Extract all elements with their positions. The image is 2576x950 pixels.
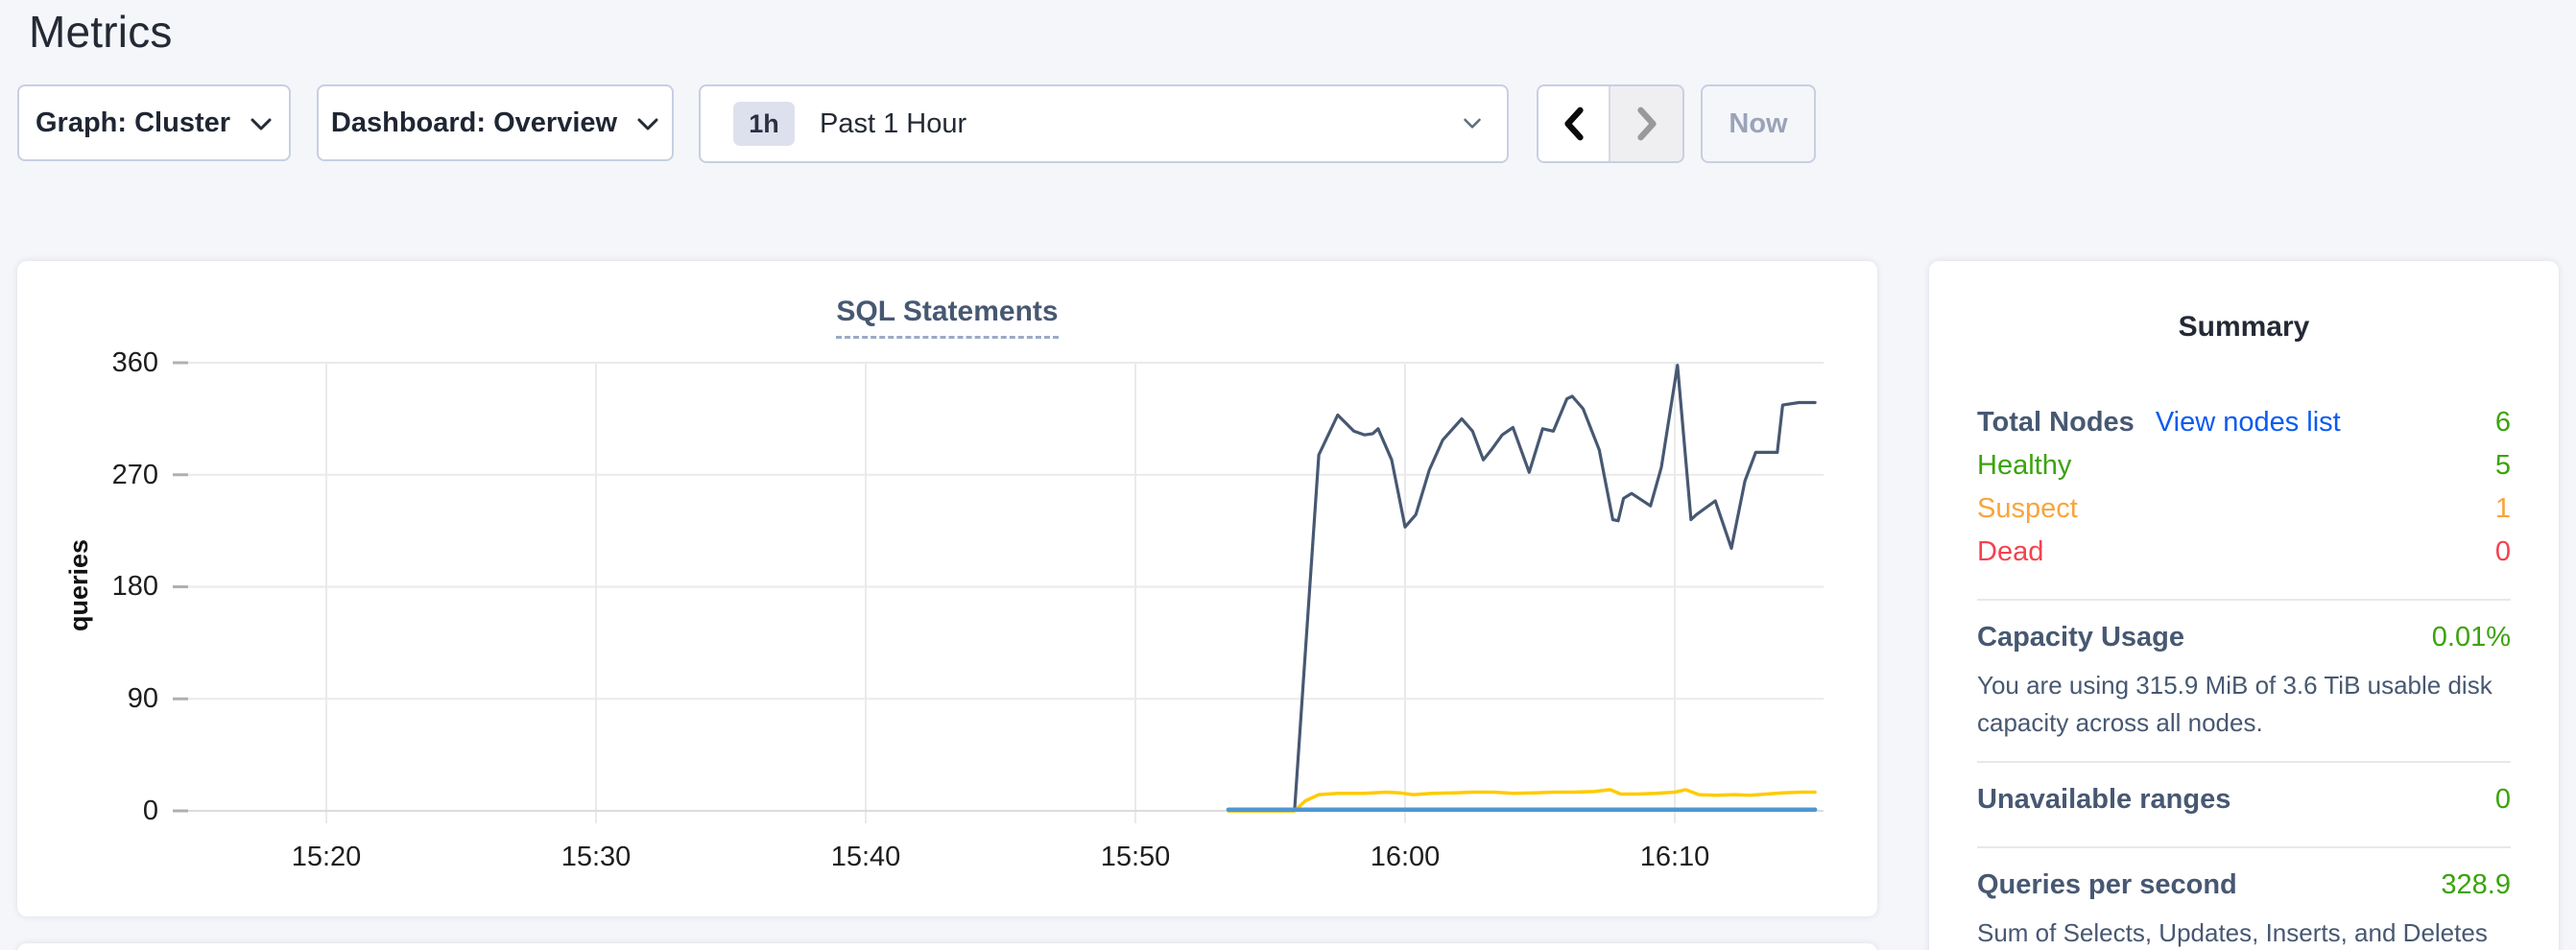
unavailable-ranges-value: 0	[2494, 784, 2511, 815]
graph-dropdown[interactable]: Graph: Cluster	[17, 84, 291, 161]
suspect-value: 1	[2494, 493, 2511, 524]
capacity-usage-label: Capacity Usage	[1977, 622, 2184, 653]
x-tick-label: 15:20	[291, 842, 362, 872]
y-tick-label: 270	[111, 460, 158, 490]
healthy-nodes-row: Healthy 5	[1977, 450, 2511, 493]
summary-title: Summary	[2178, 311, 2310, 343]
chart-title[interactable]: SQL Statements	[836, 296, 1059, 339]
total-nodes-label: Total Nodes	[1977, 407, 2135, 438]
dead-label: Dead	[1977, 536, 2044, 567]
chevron-down-icon	[1464, 118, 1481, 129]
y-tick-label: 90	[127, 683, 158, 714]
healthy-label: Healthy	[1977, 450, 2072, 481]
chevron-down-icon	[250, 118, 272, 131]
time-step-buttons	[1537, 84, 1684, 163]
divider	[1977, 761, 2511, 763]
queries-per-second-label: Queries per second	[1977, 869, 2237, 900]
capacity-usage-row: Capacity Usage 0.01%	[1977, 622, 2511, 665]
x-tick-label: 15:50	[1100, 842, 1171, 872]
capacity-usage-description: You are using 315.9 MiB of 3.6 TiB usabl…	[1977, 671, 2493, 737]
line-chart-plot	[173, 361, 1824, 823]
suspect-label: Suspect	[1977, 493, 2078, 524]
time-window-badge: 1h	[733, 102, 795, 146]
capacity-usage-value: 0.01%	[2431, 622, 2511, 653]
suspect-nodes-row: Suspect 1	[1977, 493, 2511, 536]
x-tick-label: 16:00	[1370, 842, 1441, 872]
dead-nodes-row: Dead 0	[1977, 536, 2511, 580]
chevron-down-icon	[637, 118, 658, 131]
total-nodes-row: Total Nodes View nodes list 6	[1977, 407, 2511, 450]
x-tick-label: 15:40	[830, 842, 901, 872]
dashboard-dropdown-label: Dashboard: Overview	[330, 107, 618, 138]
y-tick-label: 0	[142, 796, 158, 826]
y-tick-label: 180	[111, 571, 158, 602]
view-nodes-list-link[interactable]: View nodes list	[2155, 407, 2341, 438]
chevron-left-icon	[1563, 107, 1584, 141]
healthy-value: 5	[2494, 450, 2511, 481]
time-forward-button[interactable]	[1610, 86, 1682, 161]
graph-dropdown-label: Graph: Cluster	[35, 107, 231, 138]
x-tick-label: 15:30	[561, 842, 632, 872]
unavailable-ranges-row: Unavailable ranges 0	[1977, 784, 2511, 827]
y-tick-label: 360	[111, 347, 158, 378]
x-tick-label: 16:10	[1639, 842, 1710, 872]
total-nodes-value: 6	[2494, 407, 2511, 438]
page-title: Metrics	[29, 7, 173, 57]
now-button[interactable]: Now	[1701, 84, 1816, 163]
next-chart-card	[17, 943, 1877, 950]
dashboard-dropdown[interactable]: Dashboard: Overview	[317, 84, 674, 161]
time-window-dropdown[interactable]: 1h Past 1 Hour	[699, 84, 1509, 163]
chevron-right-icon	[1636, 107, 1657, 141]
sql-statements-chart-card: SQL Statements queries 360 270 180 90 0 …	[17, 261, 1877, 916]
queries-per-second-description: Sum of Selects, Updates, Inserts, and De…	[1977, 918, 2488, 947]
dead-value: 0	[2494, 536, 2511, 567]
time-window-label: Past 1 Hour	[820, 107, 967, 139]
summary-panel: Summary Total Nodes View nodes list 6 He…	[1929, 261, 2559, 950]
queries-per-second-row: Queries per second 328.9	[1977, 869, 2511, 913]
divider	[1977, 846, 2511, 848]
queries-per-second-value: 328.9	[2441, 869, 2511, 900]
unavailable-ranges-label: Unavailable ranges	[1977, 784, 2231, 815]
time-back-button[interactable]	[1538, 86, 1610, 161]
chart-title-row: SQL Statements	[17, 296, 1877, 339]
divider	[1977, 599, 2511, 601]
